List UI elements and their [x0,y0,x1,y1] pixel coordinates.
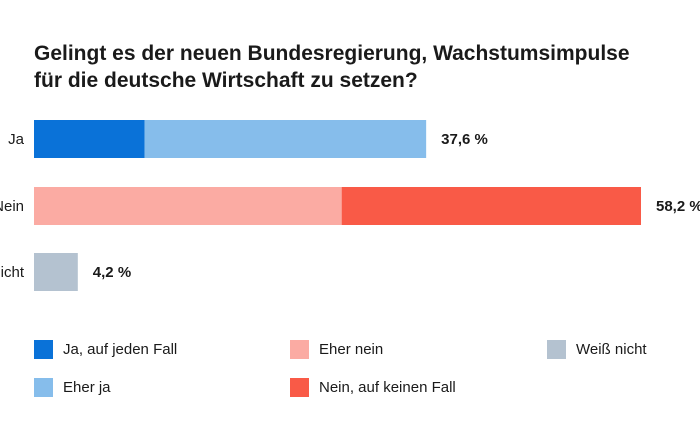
bar-segment [34,253,78,291]
chart-title-line-1: Gelingt es der neuen Bundesregierung, Wa… [34,42,630,65]
chart-title: Gelingt es der neuen Bundesregierung, Wa… [34,40,674,94]
value-label: 58,2 % [656,198,700,215]
bar-segment [144,120,427,158]
category-label: Nein [0,198,24,215]
category-label: Weiß nicht [0,264,25,281]
value-label: 4,2 % [93,264,131,281]
bar-segment [341,187,641,225]
value-label: 37,6 % [441,131,488,148]
bar-segment [34,187,342,225]
chart-title-line-2: für die deutsche Wirtschaft zu setzen? [34,69,418,92]
category-label: Ja [8,131,25,148]
bar-segment [34,120,145,158]
